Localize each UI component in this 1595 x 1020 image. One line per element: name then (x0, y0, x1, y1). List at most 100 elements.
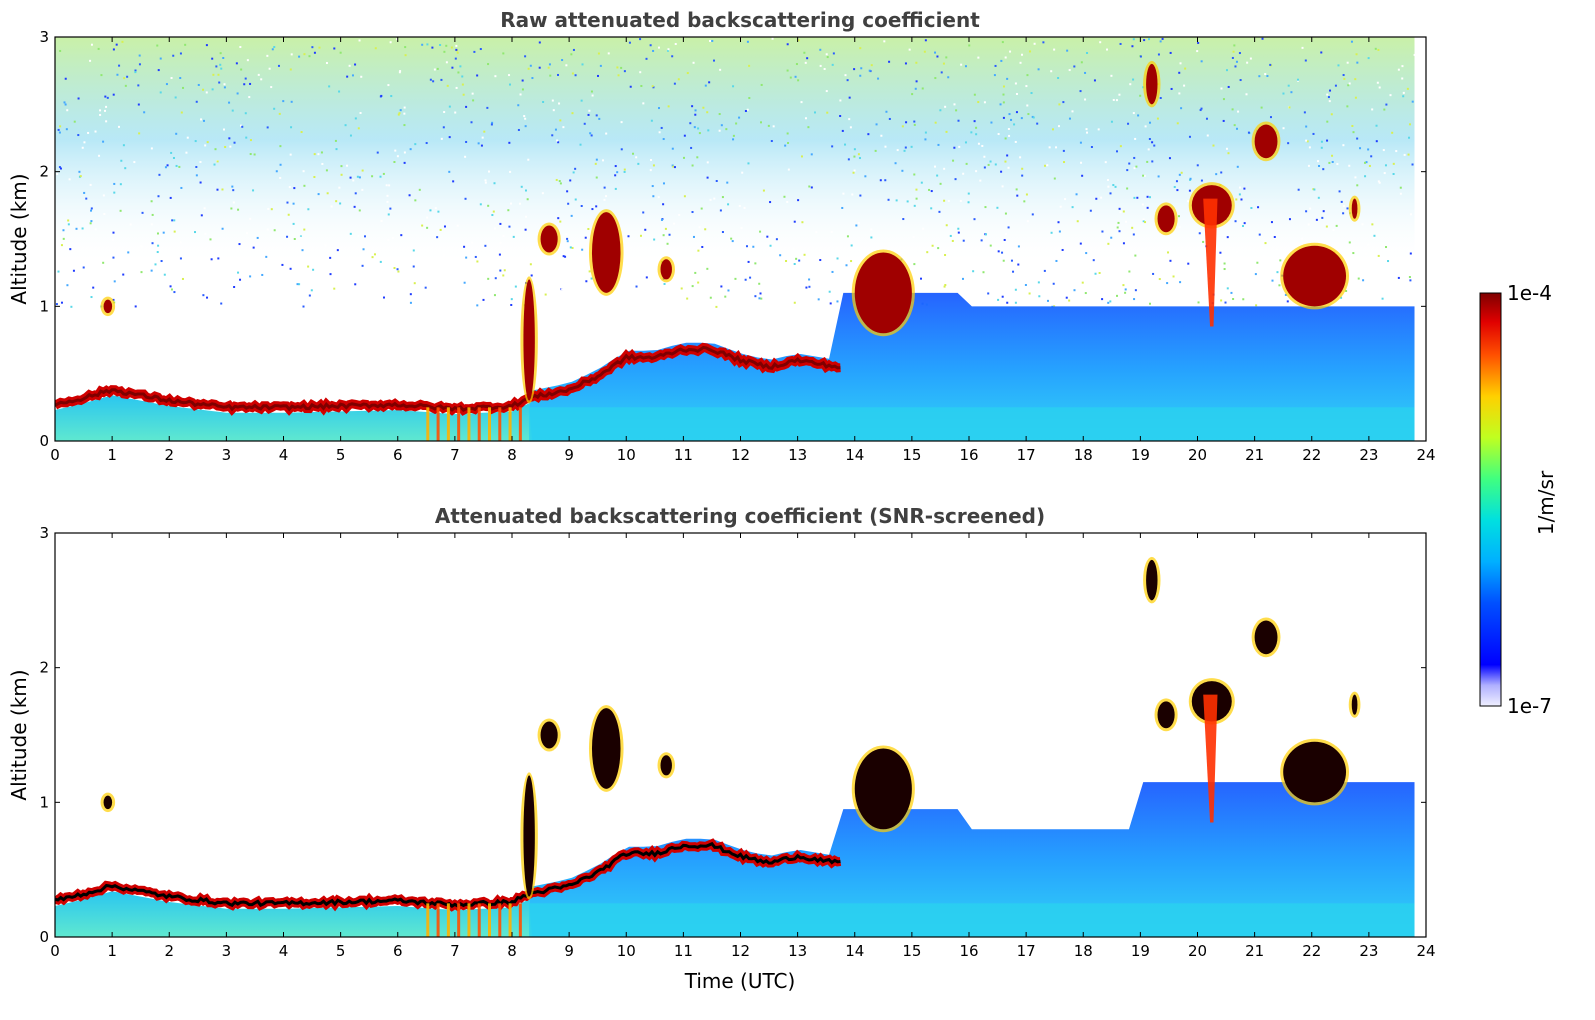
noise-speck (241, 125, 244, 128)
noise-speck (1225, 147, 1228, 150)
noise-speck (1064, 198, 1067, 201)
noise-speck (1119, 211, 1122, 214)
noise-speck (911, 93, 914, 96)
noise-speck (1020, 117, 1023, 120)
noise-speck (1023, 200, 1026, 203)
noise-speck (697, 281, 700, 284)
noise-speck (170, 76, 173, 79)
noise-speck (484, 181, 487, 184)
surface-layer (529, 407, 1415, 441)
noise-speck (206, 141, 209, 144)
noise-speck (134, 71, 137, 74)
noise-speck (298, 283, 301, 286)
noise-speck (839, 114, 842, 117)
noise-speck (194, 140, 197, 143)
noise-speck (1141, 203, 1144, 206)
noise-speck (356, 175, 359, 178)
noise-speck (800, 155, 803, 158)
noise-speck (1247, 131, 1250, 134)
noise-speck (465, 105, 468, 108)
noise-speck (292, 222, 295, 225)
noise-speck (140, 271, 143, 274)
noise-speck (1232, 298, 1235, 301)
noise-speck (945, 56, 948, 59)
noise-speck (456, 224, 459, 227)
noise-speck (1317, 196, 1320, 199)
x-tick-label: 19 (1131, 942, 1150, 960)
noise-speck (78, 170, 81, 173)
noise-speck (975, 126, 978, 129)
noise-speck (437, 210, 440, 213)
x-tick-label: 0 (50, 942, 60, 960)
noise-speck (303, 184, 306, 187)
noise-speck (103, 109, 106, 112)
noise-speck (859, 47, 862, 50)
noise-speck (1225, 69, 1228, 72)
noise-speck (731, 240, 734, 243)
noise-speck (590, 304, 593, 307)
noise-speck (486, 106, 489, 109)
noise-speck (758, 297, 761, 300)
noise-speck (1014, 301, 1017, 304)
noise-speck (509, 170, 512, 173)
noise-speck (1143, 39, 1146, 42)
noise-speck (1132, 38, 1135, 41)
x-tick-label: 22 (1302, 942, 1321, 960)
noise-speck (680, 287, 683, 290)
noise-speck (1306, 140, 1309, 143)
noise-speck (1343, 304, 1346, 307)
noise-speck (1409, 279, 1412, 282)
noise-speck (99, 113, 102, 116)
noise-speck (931, 244, 934, 247)
noise-speck (632, 152, 635, 155)
noise-speck (819, 259, 822, 262)
noise-speck (89, 183, 92, 186)
noise-speck (999, 103, 1002, 106)
noise-speck (1169, 259, 1172, 262)
x-tick-label: 15 (902, 942, 921, 960)
noise-speck (850, 244, 853, 247)
noise-speck (1132, 233, 1135, 236)
noise-speck (841, 129, 844, 132)
noise-speck (1021, 53, 1024, 56)
noise-speck (759, 292, 762, 295)
noise-speck (1409, 252, 1412, 255)
noise-speck (446, 84, 449, 87)
noise-speck (922, 227, 925, 230)
noise-speck (260, 78, 263, 81)
noise-speck (1237, 110, 1240, 113)
noise-speck (487, 277, 490, 280)
noise-speck (1057, 221, 1060, 224)
noise-speck (900, 252, 903, 255)
noise-speck (249, 82, 252, 85)
noise-speck (1158, 278, 1161, 281)
noise-speck (1288, 218, 1291, 221)
noise-speck (394, 149, 397, 152)
noise-speck (1062, 101, 1065, 104)
noise-speck (524, 55, 527, 58)
noise-speck (784, 144, 787, 147)
surface-streak (477, 903, 481, 937)
noise-speck (1237, 284, 1240, 287)
surface-streak (426, 903, 430, 937)
noise-speck (1112, 98, 1115, 101)
noise-speck (286, 235, 289, 238)
noise-speck (409, 301, 412, 304)
noise-speck (972, 270, 975, 273)
cloud (1283, 245, 1347, 307)
noise-speck (121, 40, 124, 43)
noise-speck (1109, 300, 1112, 303)
noise-speck (903, 149, 906, 152)
noise-speck (1383, 172, 1386, 175)
noise-speck (1362, 279, 1365, 282)
noise-speck (702, 106, 705, 109)
noise-speck (231, 109, 234, 112)
noise-speck (273, 107, 276, 110)
noise-speck (510, 298, 513, 301)
noise-speck (1273, 235, 1276, 238)
noise-speck (244, 77, 247, 80)
noise-speck (244, 112, 247, 115)
noise-speck (614, 174, 617, 177)
noise-speck (288, 186, 291, 189)
noise-speck (1071, 206, 1074, 209)
